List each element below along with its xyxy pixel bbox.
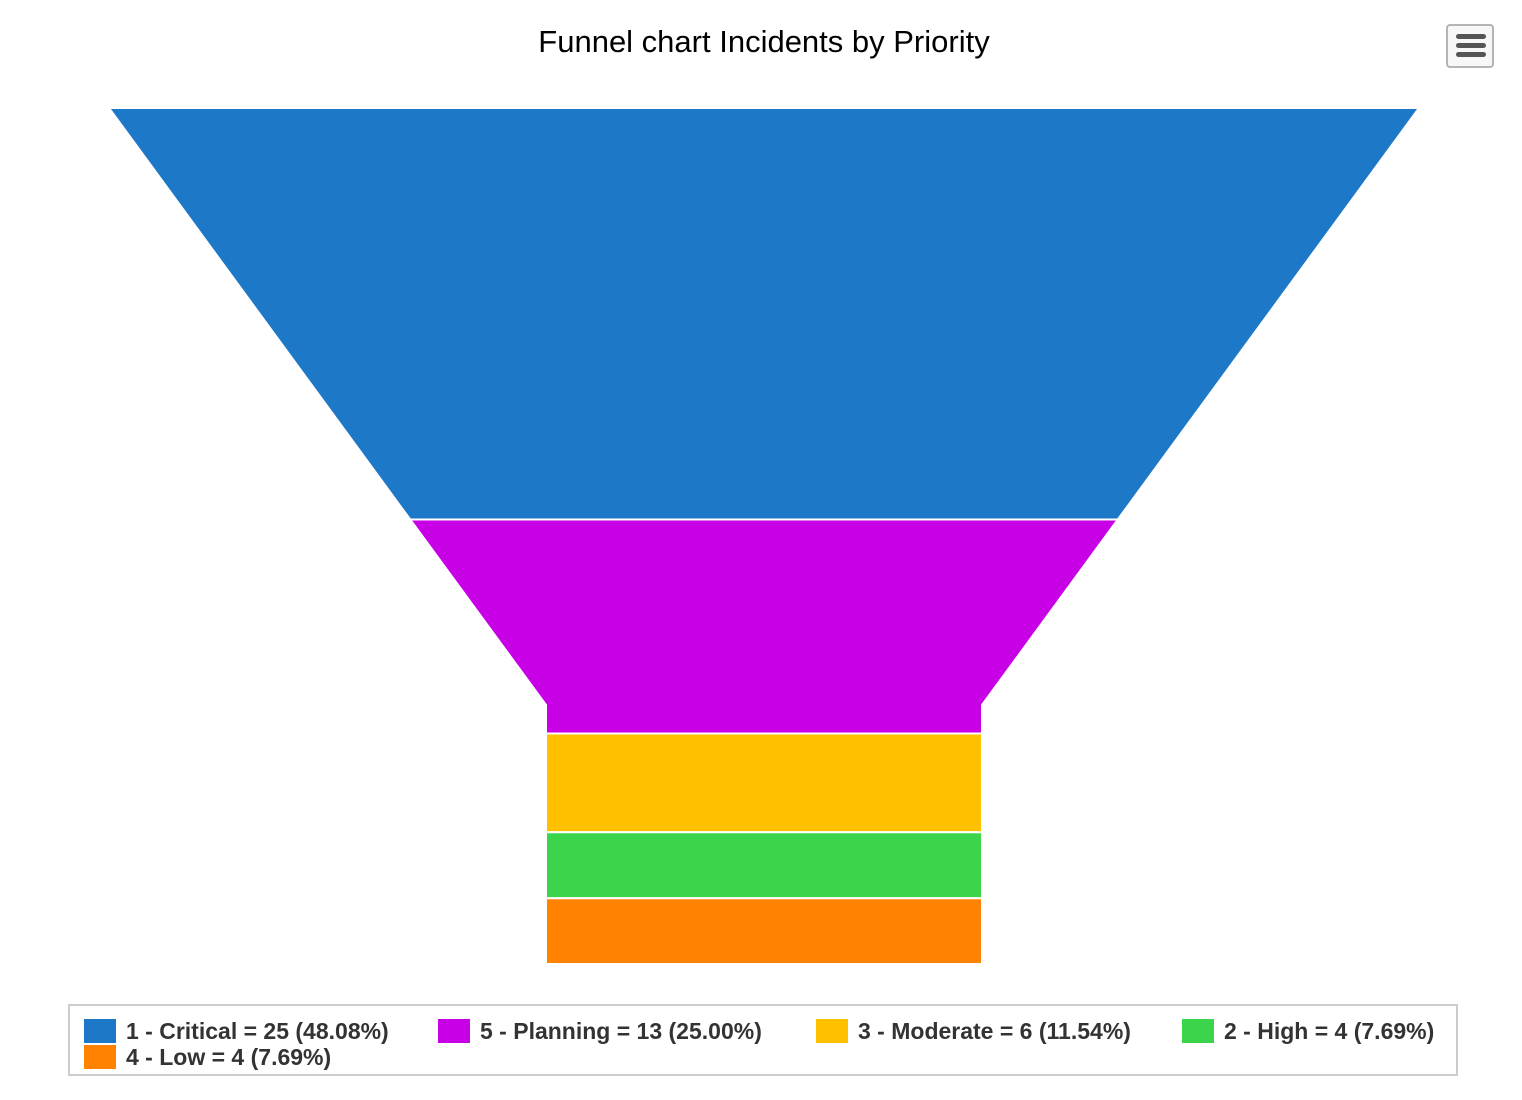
- legend-label-planning: 5 - Planning = 13 (25.00%): [480, 1017, 762, 1044]
- chart-title: Funnel chart Incidents by Priority: [538, 24, 990, 59]
- legend-item-critical[interactable]: 1 - Critical = 25 (48.08%): [84, 1018, 389, 1044]
- legend-swatch-high: [1182, 1019, 1214, 1043]
- legend-item-high[interactable]: 2 - High = 4 (7.69%): [1182, 1018, 1434, 1044]
- legend-label-moderate: 3 - Moderate = 6 (11.54%): [858, 1017, 1131, 1044]
- funnel-segment-moderate[interactable]: [545, 732, 983, 834]
- legend-label-critical: 1 - Critical = 25 (48.08%): [126, 1017, 389, 1044]
- legend-swatch-low: [84, 1045, 116, 1069]
- chart-legend: 1 - Critical = 25 (48.08%) 5 - Planning …: [68, 1004, 1458, 1076]
- legend-label-high: 2 - High = 4 (7.69%): [1224, 1017, 1435, 1044]
- legend-swatch-critical: [84, 1019, 116, 1043]
- legend-label-low: 4 - Low = 4 (7.69%): [126, 1043, 332, 1070]
- legend-swatch-moderate: [816, 1019, 848, 1043]
- hamburger-menu-icon: [1456, 43, 1486, 48]
- hamburger-menu-icon: [1456, 52, 1486, 57]
- hamburger-menu-icon: [1456, 34, 1486, 39]
- legend-item-moderate[interactable]: 3 - Moderate = 6 (11.54%): [816, 1018, 1131, 1044]
- chart-menu-button[interactable]: [1446, 24, 1494, 68]
- funnel-chart: [107, 107, 1421, 965]
- funnel-segment-high[interactable]: [545, 831, 983, 900]
- legend-swatch-planning: [438, 1019, 470, 1043]
- legend-item-planning[interactable]: 5 - Planning = 13 (25.00%): [438, 1018, 762, 1044]
- funnel-segment-planning[interactable]: [408, 518, 1120, 735]
- funnel-segment-low[interactable]: [545, 897, 983, 965]
- legend-item-low[interactable]: 4 - Low = 4 (7.69%): [84, 1044, 331, 1070]
- funnel-segment-critical[interactable]: [107, 107, 1421, 521]
